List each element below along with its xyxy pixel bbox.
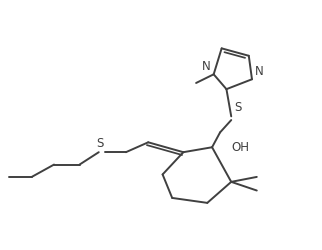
Text: N: N [254, 65, 263, 78]
Text: S: S [96, 137, 104, 150]
Text: S: S [234, 101, 241, 114]
Text: OH: OH [231, 141, 249, 154]
Text: N: N [202, 60, 211, 73]
